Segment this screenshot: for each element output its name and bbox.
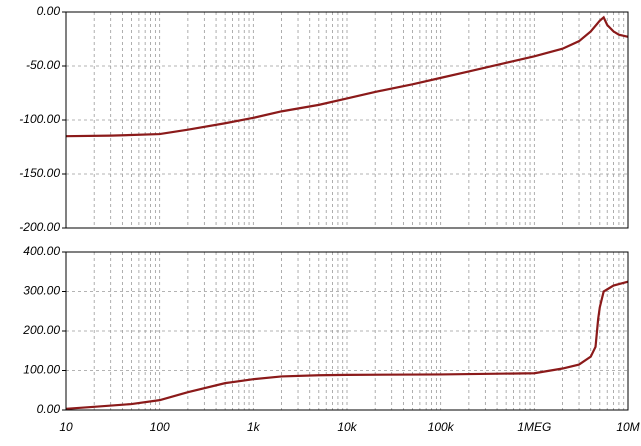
x-tick-label: 10k <box>337 420 357 434</box>
y-tick-label: 300.00 <box>23 284 60 298</box>
y-tick-label: 0.00 <box>37 4 61 18</box>
y-tick-label: -100.00 <box>19 112 60 126</box>
x-tick-label: 10M <box>616 420 639 434</box>
x-tick-label: 100 <box>150 420 170 434</box>
curve <box>65 280 629 410</box>
x-tick-label: 1MEG <box>517 420 551 434</box>
y-tick-label: -150.00 <box>19 166 60 180</box>
x-tick-label: 100k <box>428 420 455 434</box>
plot-frame <box>65 11 629 229</box>
y-tick-label: 100.00 <box>23 363 60 377</box>
plot-frame <box>65 251 629 411</box>
y-tick-label: 400.00 <box>23 244 60 258</box>
y-tick-label: 0.00 <box>37 402 61 416</box>
y-tick-label: 200.00 <box>22 323 60 337</box>
y-tick-label: -200.00 <box>19 220 60 234</box>
x-tick-label: 10 <box>59 420 73 434</box>
x-tick-label: 1k <box>247 420 261 434</box>
curve <box>65 15 629 138</box>
y-tick-label: -50.00 <box>26 58 60 72</box>
